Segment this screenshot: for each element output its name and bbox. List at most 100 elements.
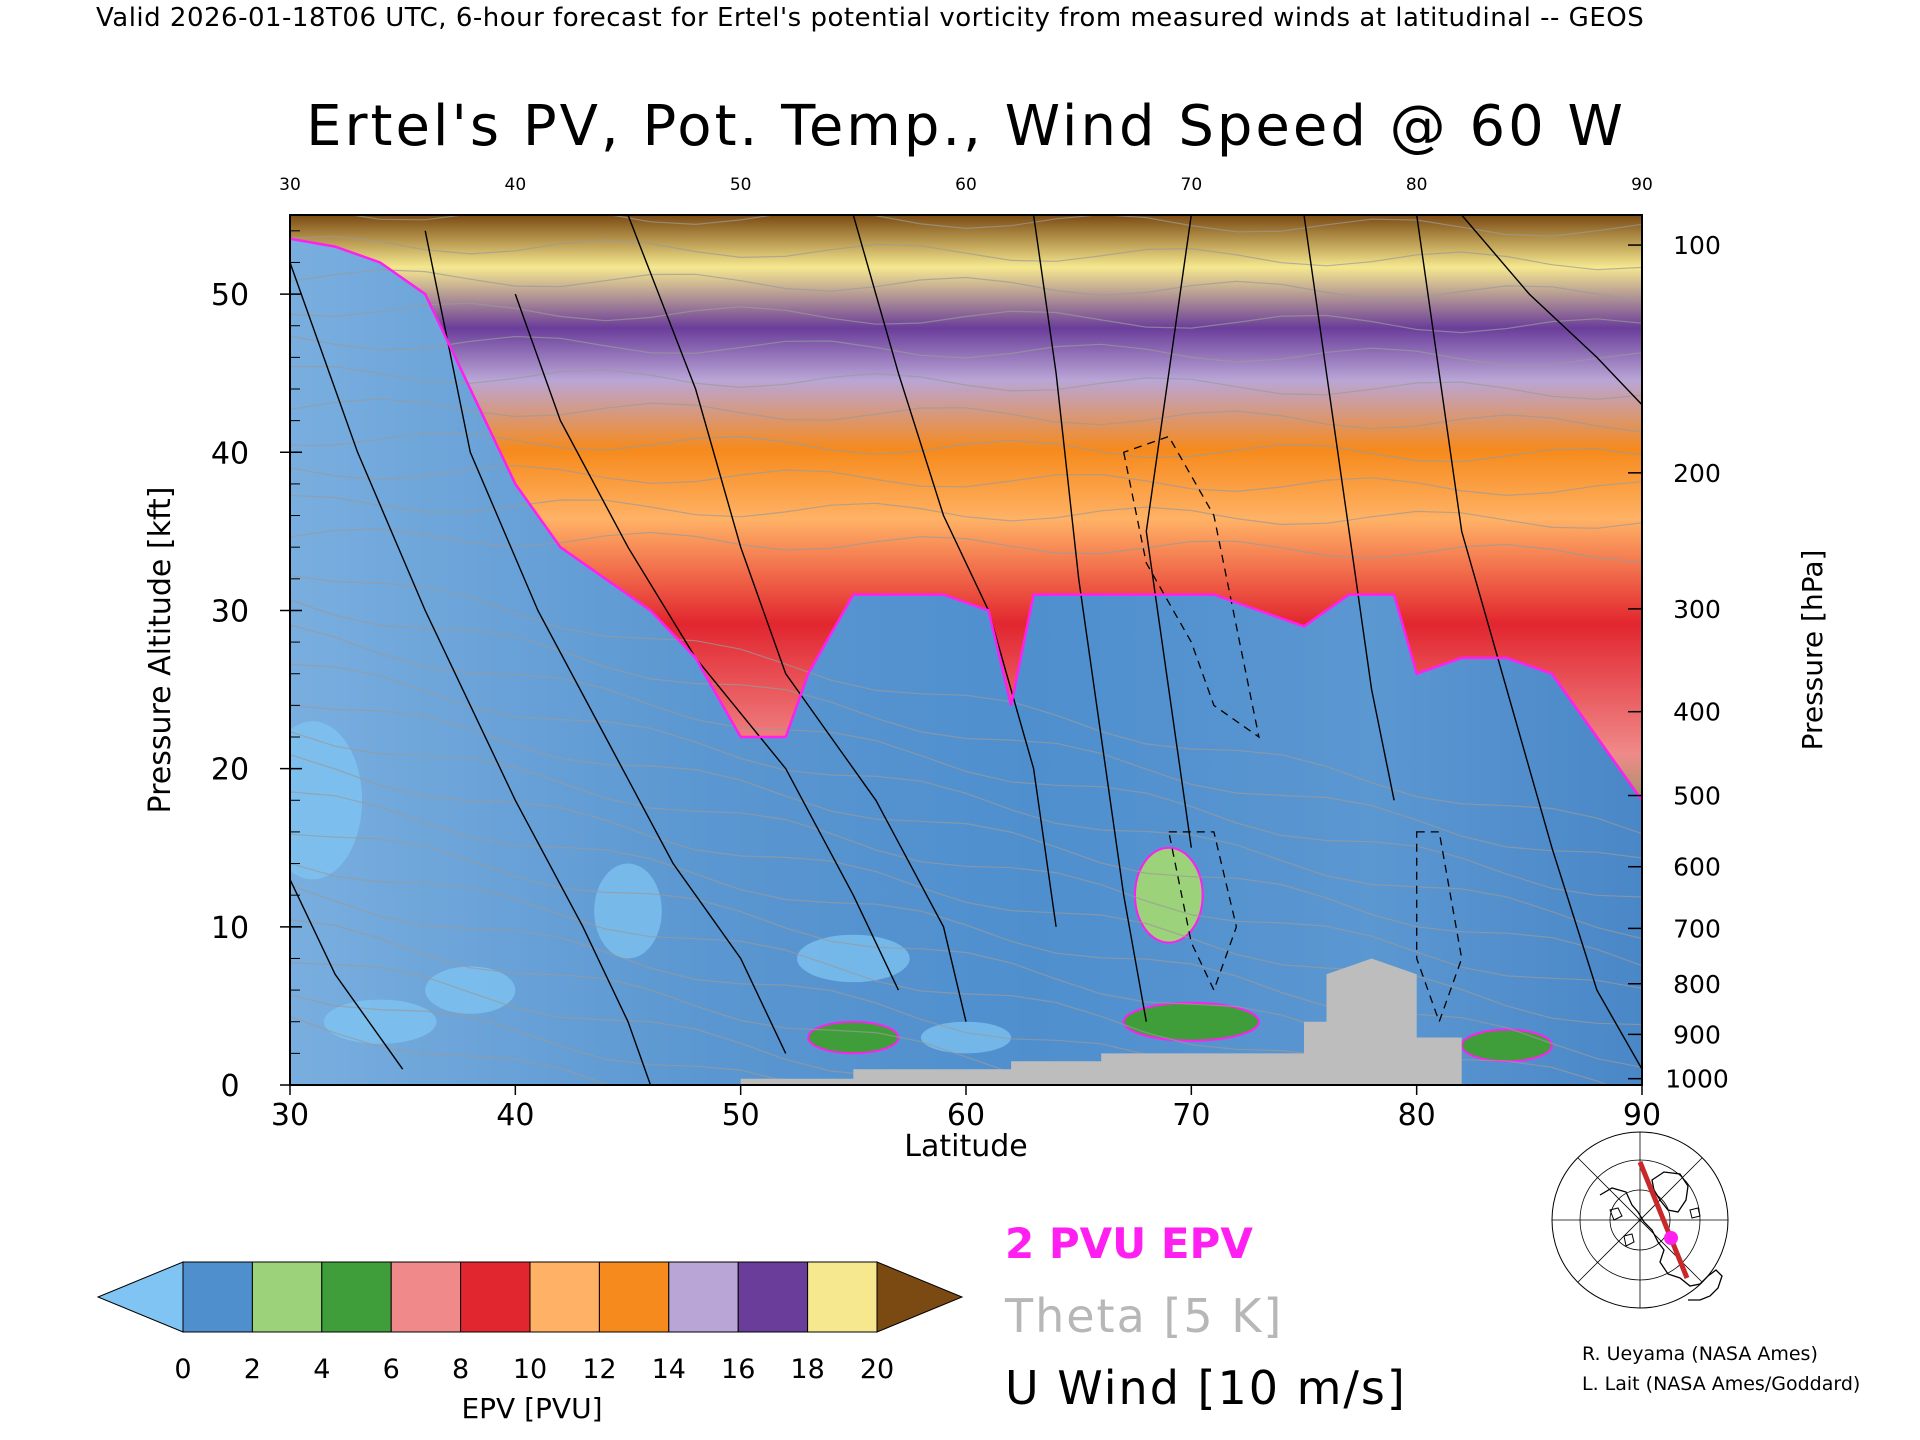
u-wind-contour-0 <box>290 879 404 1070</box>
theta-isentrope-16 <box>290 494 1642 529</box>
u-wind-contour-8 <box>1303 215 1395 801</box>
chart-title: Ertel's PV, Pot. Temp., Wind Speed @ 60 … <box>306 94 1626 159</box>
colorbar-bin-5 <box>529 1261 600 1333</box>
theta-isentrope-3 <box>290 919 1105 1085</box>
y-tick-label-0: 0 <box>220 1069 239 1104</box>
theta-isentrope-10 <box>290 704 1642 967</box>
theta-isentrope-20 <box>290 365 1642 400</box>
u-wind-contour-10 <box>1461 215 1642 406</box>
credit-line-1: R. Ueyama (NASA Ames) <box>1582 1343 1818 1365</box>
theta-isentrope-22 <box>290 302 1642 334</box>
u-wind-contour-5 <box>852 215 1057 927</box>
colorbar-tick-label-5: 10 <box>513 1354 547 1385</box>
y-tick-label-4: 40 <box>211 436 249 471</box>
colorbar-tick-label-10: 20 <box>860 1354 894 1385</box>
pressure-tick-label-3: 400 <box>1673 698 1721 727</box>
pressure-tick-label-6: 700 <box>1673 914 1721 943</box>
y-tick-label-3: 30 <box>211 594 249 629</box>
pv-2pvu-contour <box>290 237 1642 802</box>
theta-isentrope-19 <box>290 398 1642 433</box>
colorbar-bin-3 <box>390 1261 462 1333</box>
credit-line-2: L. Lait (NASA Ames/Goddard) <box>1582 1373 1860 1395</box>
low-pv-patch-3 <box>594 863 662 959</box>
colorbar-tick-label-6: 12 <box>582 1354 616 1385</box>
colorbar-bin-9 <box>807 1261 878 1333</box>
x-tick-label-5: 80 <box>1398 1098 1436 1133</box>
pv-blob-0 <box>1134 846 1204 944</box>
colorbar-bin-7 <box>668 1261 739 1333</box>
x-tick-label-2: 50 <box>722 1098 760 1133</box>
pressure-tick-label-4: 500 <box>1673 782 1721 811</box>
pv-blob-2 <box>1122 1001 1260 1042</box>
legend-u-wind: U Wind [10 m/s] <box>1005 1361 1407 1415</box>
legend-theta: Theta [5 K] <box>1004 1289 1283 1343</box>
colorbar-tick-label-4: 8 <box>452 1354 469 1385</box>
u-wind-contour-4 <box>627 215 967 1022</box>
pressure-tick-label-1: 200 <box>1673 459 1721 488</box>
x-tick-label-6: 90 <box>1623 1098 1661 1133</box>
low-pv-patch-0 <box>290 721 363 880</box>
theta-isentrope-18 <box>290 432 1642 463</box>
theta-isentrope-21 <box>290 335 1642 366</box>
colorbar-tick-label-3: 6 <box>383 1354 400 1385</box>
colorbar-over-arrow <box>876 1261 964 1333</box>
pressure-tick-label-7: 800 <box>1673 970 1721 999</box>
colorbar-under-arrow <box>96 1261 184 1333</box>
pressure-tick-label-9: 1000 <box>1665 1065 1729 1094</box>
terrain <box>740 958 1462 1085</box>
theta-isentrope-9 <box>290 731 1642 989</box>
u-wind-contour-7 <box>1145 215 1192 848</box>
pv-blob-3 <box>1460 1028 1553 1063</box>
theta-isentrope-24 <box>290 235 1642 271</box>
u-wind-contour-6 <box>1032 215 1147 1022</box>
x-top-tick-label-2: 50 <box>730 175 752 195</box>
colorbar-bin-2 <box>321 1261 392 1333</box>
x-tick-label-0: 30 <box>271 1098 309 1133</box>
pressure-tick-label-8: 900 <box>1673 1020 1721 1049</box>
map-coastline-greenland <box>1651 1171 1689 1213</box>
colorbar-tick-label-2: 4 <box>313 1354 330 1385</box>
x-top-tick-label-3: 60 <box>955 175 977 195</box>
colorbar-label: EPV [PVU] <box>461 1392 602 1425</box>
low-pv-patch-4 <box>797 934 910 983</box>
x-tick-label-1: 40 <box>496 1098 534 1133</box>
y-tick-label-5: 50 <box>211 278 249 313</box>
y-axis-label-left: Pressure Altitude [kft] <box>143 487 178 814</box>
theta-isentrope-14 <box>290 575 1642 835</box>
theta-isentrope-0 <box>290 1016 611 1085</box>
x-top-tick-label-6: 90 <box>1631 175 1653 195</box>
colorbar: 0 2 4 6 8 10 12 14 16 18 20 <box>96 1261 964 1385</box>
colorbar-bin-4 <box>460 1261 531 1333</box>
u-wind-easterly-1 <box>1168 831 1238 992</box>
map-meridian-d <box>1577 1157 1703 1283</box>
theta-isentrope-4 <box>290 884 1239 1085</box>
plot-area <box>290 215 1642 1085</box>
u-wind-easterly-2 <box>1416 831 1463 1024</box>
theta-isentrope-15 <box>290 528 1642 563</box>
u-wind-contour-2 <box>424 230 787 1054</box>
legend-2pvu: 2 PVU EPV <box>1005 1219 1253 1268</box>
x-tick-label-4: 70 <box>1172 1098 1210 1133</box>
map-coastline-islands <box>1609 1207 1701 1247</box>
pv-blob-1 <box>807 1020 900 1055</box>
pressure-tick-label-0: 100 <box>1673 231 1721 260</box>
map-section-line <box>1637 1161 1690 1279</box>
colorbar-bin-8 <box>737 1261 809 1333</box>
low-pv-patch-2 <box>425 966 516 1014</box>
theta-isentrope-23 <box>290 269 1642 302</box>
u-wind-easterly-0 <box>1122 435 1260 739</box>
theta-isentrope-13 <box>290 599 1642 859</box>
y-axis-label-right: Pressure [hPa] <box>1796 550 1829 751</box>
colorbar-tick-label-7: 14 <box>652 1354 686 1385</box>
y-tick-label-2: 20 <box>211 753 249 788</box>
x-top-tick-label-0: 30 <box>279 175 301 195</box>
pressure-tick-label-5: 600 <box>1673 853 1721 882</box>
theta-isentrope-1 <box>290 994 799 1085</box>
colorbar-tick-label-0: 0 <box>174 1354 191 1385</box>
theta-isentrope-17 <box>290 465 1642 497</box>
x-top-tick-label-4: 70 <box>1181 175 1203 195</box>
u-wind-contour-1 <box>290 262 652 1085</box>
